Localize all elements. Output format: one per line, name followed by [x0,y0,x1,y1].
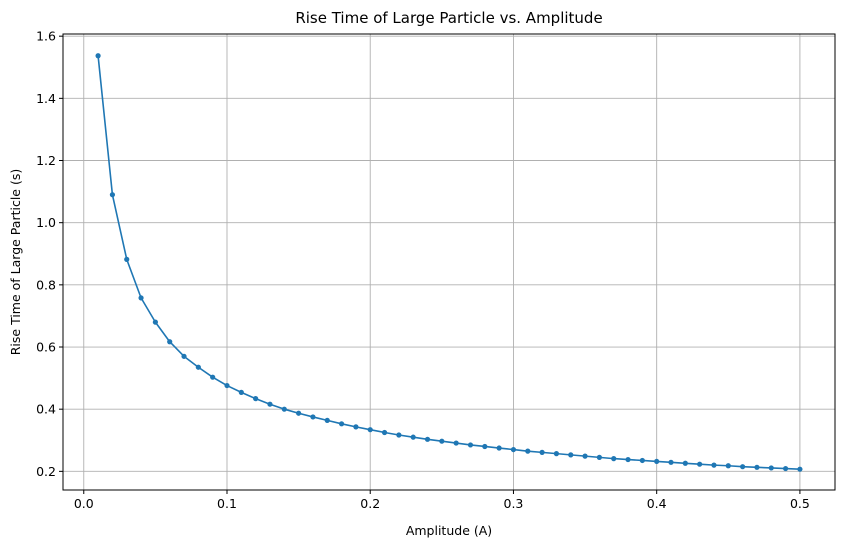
data-point [195,364,201,370]
y-tick-label: 0.2 [36,464,56,479]
data-point [267,401,273,407]
grid [63,34,835,490]
data-point [768,465,774,471]
data-point [711,462,717,468]
data-point [596,454,602,460]
data-point [109,192,116,198]
data-point [496,445,502,451]
data-point [725,463,731,469]
data-point [324,417,330,423]
data-point [525,448,531,454]
data-point [754,464,760,470]
x-tick-label: 0.5 [790,496,810,511]
y-tick-label: 0.8 [36,277,56,292]
data-point [296,410,302,416]
data-point [553,451,560,457]
y-axis-label: Rise Time of Large Particle (s) [8,169,23,356]
data-point [782,465,789,472]
data-point [152,319,158,325]
data-point [238,389,244,395]
data-point [740,464,746,470]
data-point [424,436,431,442]
data-point [281,406,287,412]
x-tick-label: 0.2 [360,496,380,511]
data-point [138,295,144,301]
data-point [510,446,517,453]
series-line [97,55,800,470]
plot-frame [62,33,836,491]
y-tick-label: 0.6 [36,340,56,355]
data-point [439,438,445,444]
data-point [396,432,402,438]
data-point [611,456,617,462]
plot-series [95,53,803,472]
data-point [353,424,359,430]
y-tick-label: 0.4 [36,402,56,417]
x-axis-label: Amplitude (A) [406,523,492,538]
x-tick-label: 0.3 [504,496,524,511]
data-point [210,374,216,380]
data-point [482,443,488,450]
data-point [124,256,130,262]
data-point [568,452,574,458]
y-tick-label: 1.6 [36,29,56,44]
data-point [338,421,345,427]
data-point [453,440,459,446]
data-point [410,434,416,440]
data-point [467,442,474,448]
data-point [654,458,660,465]
data-point [639,457,645,464]
data-point [668,459,674,465]
x-tick-label: 0.0 [74,496,94,511]
data-point [539,449,545,455]
data-point [224,382,230,389]
x-tick-label: 0.4 [647,496,667,511]
data-point [625,456,631,463]
data-point [367,427,373,433]
y-tick-label: 1.4 [36,91,56,106]
data-point [167,339,173,345]
data-point [697,461,703,467]
data-point [310,414,316,420]
axis-ticks: 0.0 0.1 0.2 0.3 0.4 0.5 0.2 0.4 0.6 0.8 1.0 1.2 1.4 1… [36,29,810,511]
data-point [582,453,588,459]
data-point [797,466,803,472]
data-point [95,53,101,59]
x-tick-label: 0.1 [217,496,237,511]
data-point [253,396,259,402]
data-point [181,353,187,359]
data-point [682,460,688,466]
data-point [381,429,388,436]
y-tick-label: 1.0 [36,215,56,230]
y-tick-label: 1.2 [36,153,56,168]
chart-title: Rise Time of Large Particle vs. Amplitud… [295,9,602,27]
